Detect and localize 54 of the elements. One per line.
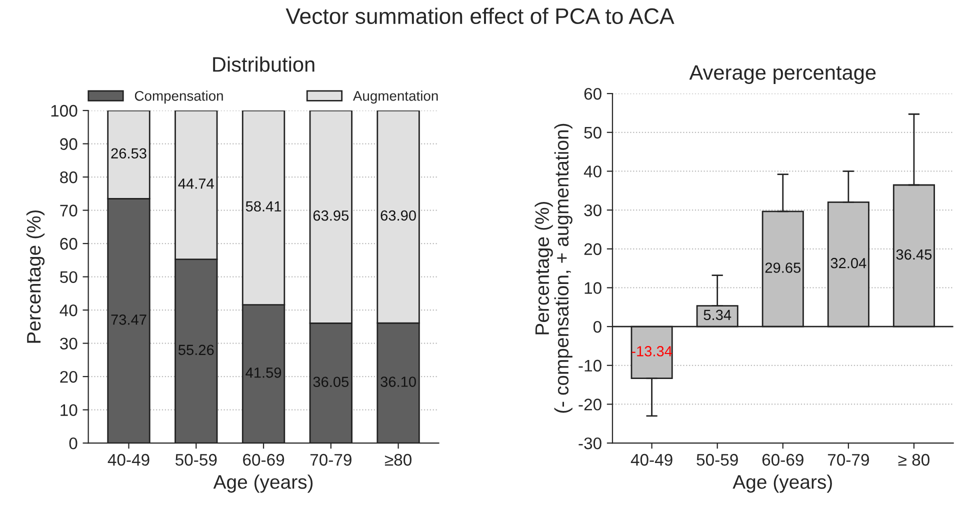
y-tick-label: 30: [584, 204, 602, 216]
y-tick-label: -20: [578, 398, 602, 410]
y-tick-label: 0: [69, 437, 78, 450]
y-tick-label: 20: [60, 370, 78, 383]
y-tick-label: 60: [60, 238, 78, 250]
y-tick-label: 80: [60, 171, 78, 184]
data-label: 36.45: [896, 249, 932, 260]
data-label: 63.90: [380, 210, 416, 221]
y-tick-label: 70: [60, 204, 78, 216]
x-tick-label: 60-69: [243, 454, 284, 466]
data-label: 63.95: [313, 210, 349, 221]
chart-title: Vector summation effect of PCA to ACA: [286, 8, 674, 24]
x-tick-label: ≥ 80: [898, 454, 930, 466]
x-tick-label: ≥80: [384, 454, 412, 466]
y-axis-title: Percentage (%) (- compensation, + augmentation): [534, 124, 572, 413]
x-tick-label: 70-79: [828, 454, 869, 466]
y-tick-label: -10: [578, 360, 602, 372]
data-label: 5.34: [704, 310, 732, 320]
y-tick-label: 10: [60, 404, 78, 416]
x-tick-label: 50-59: [175, 454, 217, 466]
data-label: 44.74: [178, 178, 214, 189]
chart-subtitle: Distribution: [213, 56, 314, 72]
x-tick-label: 40-49: [630, 454, 672, 466]
y-tick-label: 40: [584, 166, 602, 178]
data-label: 58.41: [246, 201, 282, 212]
y-tick-label: 20: [584, 243, 602, 256]
y-axis-title: Percentage (%): [26, 210, 45, 343]
chart-title: Average percentage: [689, 65, 876, 84]
data-label: 36.05: [313, 376, 349, 388]
y-tick-label: 100: [51, 104, 78, 117]
y-tick-label: 30: [60, 338, 78, 350]
y-tick-label: -30: [578, 437, 602, 450]
x-tick-label: 70-79: [310, 454, 352, 466]
y-tick-label: 50: [584, 126, 602, 139]
y-tick-label: 50: [60, 271, 78, 283]
x-axis-title: Age (years): [213, 474, 313, 493]
x-tick-label: 40-49: [108, 454, 150, 466]
x-tick-label: 60-69: [762, 454, 804, 466]
legend-label: Augmentation: [352, 90, 438, 104]
data-label: 55.26: [178, 344, 214, 356]
data-label: 29.65: [765, 262, 801, 273]
data-label: 73.47: [111, 314, 146, 325]
legend-label: Compensation: [134, 90, 223, 104]
data-label: 32.04: [830, 258, 866, 268]
y-tick-label: 60: [584, 88, 602, 100]
y-tick-label: 40: [60, 304, 78, 316]
data-label: 41.59: [246, 368, 282, 378]
y-tick-label: 0: [593, 320, 602, 333]
x-axis-title: Age (years): [732, 474, 832, 493]
x-tick-label: 50-59: [696, 454, 738, 466]
data-label: 26.53: [111, 148, 146, 159]
y-tick-label: 90: [60, 138, 78, 150]
y-tick-label: 10: [584, 282, 602, 294]
data-label: 36.10: [380, 376, 416, 387]
